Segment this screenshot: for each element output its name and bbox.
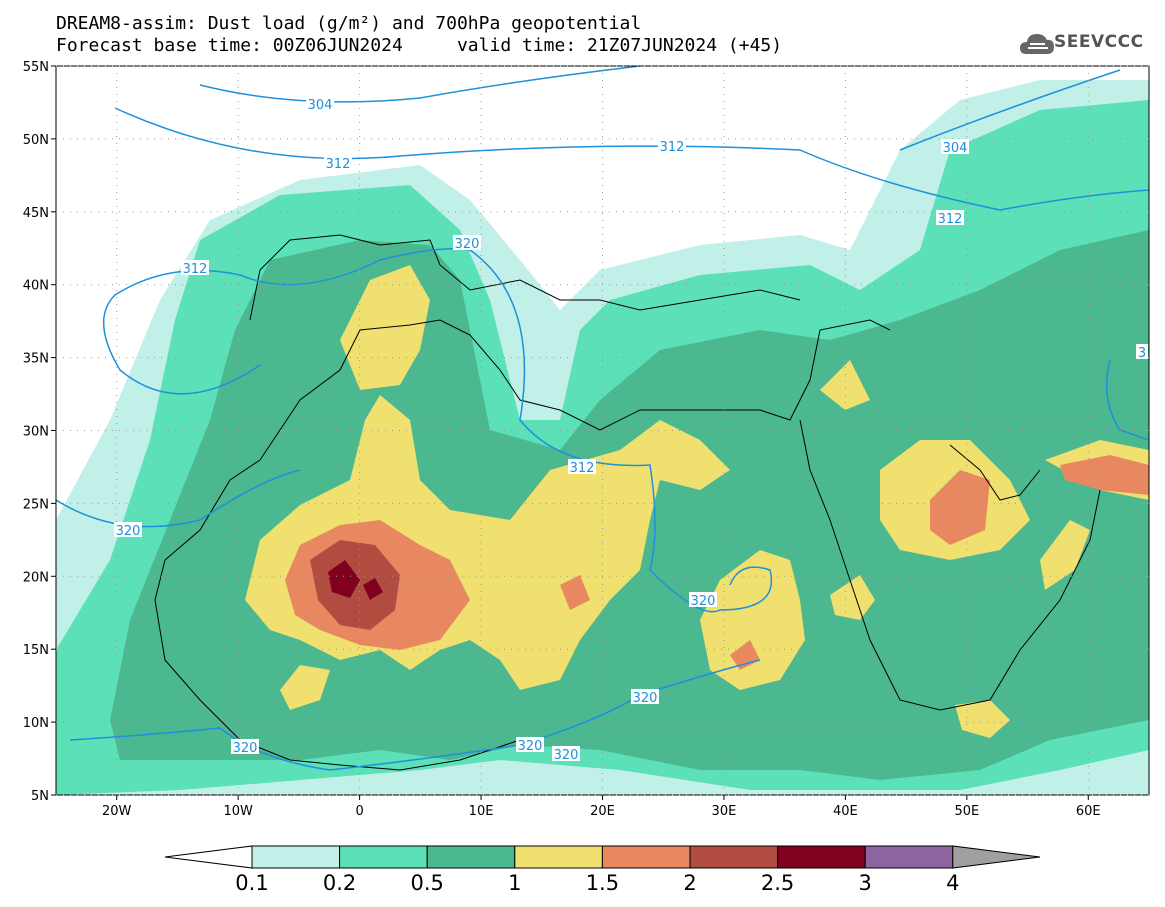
contour-label: 320	[554, 748, 579, 763]
legend-swatch	[777, 845, 866, 869]
contour-label-bg	[114, 522, 142, 537]
contour-label: 320	[518, 739, 543, 754]
contour-label: 320	[116, 524, 141, 539]
contour-label: 312	[660, 140, 685, 155]
legend-colorbar: 0.1 0.2 0.5 1 1.5 2 2.5 3 4	[164, 845, 1041, 895]
contour-label-group: 304 312 312 304 312 320 312 320 320 320 320 320 320 3…	[114, 96, 1148, 763]
legend-swatch	[689, 845, 779, 869]
contour-label: 312	[938, 212, 963, 227]
contour-label-bg	[689, 592, 717, 607]
contour-label: 320	[233, 741, 258, 756]
lat-tick-label: 10N	[23, 716, 49, 731]
coastlines	[154, 234, 1101, 771]
contour-label-bg	[936, 210, 964, 225]
legend-swatch	[251, 845, 341, 869]
contour-label-bg	[658, 138, 686, 153]
contour-label-bg	[453, 235, 481, 250]
lon-tick-label: 50E	[954, 804, 979, 819]
lon-tick-label: 40E	[833, 804, 858, 819]
legend-under-arrow	[164, 845, 253, 869]
contour-label-bg	[324, 155, 352, 170]
map-title: DREAM8-assim: Dust load (g/m²) and 700hP…	[56, 13, 642, 34]
legend-over-arrow	[952, 845, 1041, 869]
contour-label-bg	[941, 139, 969, 154]
logo-text: SEEVCCC	[1054, 32, 1144, 52]
contour-label-bg	[516, 737, 544, 752]
contour-label: 304	[943, 141, 968, 156]
contour-label: 312	[326, 157, 351, 172]
lat-tick-label: 35N	[23, 352, 49, 367]
lat-tick-label: 20N	[23, 570, 49, 585]
lon-tick-label: 60E	[1076, 804, 1101, 819]
lon-tick-label: 0	[355, 804, 363, 819]
legend-label: 1	[508, 871, 521, 895]
legend-label: 1.5	[586, 871, 619, 895]
lat-tick-label: 45N	[23, 206, 49, 221]
cloud-logo-icon	[1020, 34, 1054, 54]
lat-tick-label: 40N	[23, 279, 49, 294]
lon-tick-label: 20W	[102, 804, 132, 819]
lon-tick-label: 10E	[469, 804, 494, 819]
contour-label: 312	[570, 461, 595, 476]
legend-label: 0.2	[323, 871, 356, 895]
lat-tick-label: 25N	[23, 497, 49, 512]
legend-swatch	[426, 845, 516, 869]
contour-label-bg	[1136, 344, 1148, 359]
longitude-axis: 20W 10W 0 10E 20E 30E 40E 50E 60E	[102, 66, 1101, 819]
lat-tick-label: 5N	[31, 789, 49, 804]
contour-label: 304	[308, 98, 333, 113]
contour-label-bg	[568, 459, 596, 474]
contour-label-bg	[306, 96, 334, 111]
lat-tick-label: 55N	[23, 60, 49, 75]
legend-label: 0.1	[235, 871, 268, 895]
contour-label: 3	[1138, 346, 1146, 361]
legend-swatch	[514, 845, 603, 869]
legend-swatch	[339, 845, 428, 869]
contour-label-bg	[631, 689, 659, 704]
legend-label: 2	[683, 871, 696, 895]
lat-tick-label: 30N	[23, 425, 49, 440]
lon-tick-label: 30E	[712, 804, 737, 819]
contour-label-bg	[552, 746, 580, 761]
legend-swatch	[601, 845, 691, 869]
map-subtitle: Forecast base time: 00Z06JUN2024 valid t…	[56, 35, 783, 56]
contour-label: 312	[183, 262, 208, 277]
contour-label: 320	[633, 691, 658, 706]
lon-tick-label: 20E	[590, 804, 615, 819]
lon-tick-label: 10W	[223, 804, 253, 819]
geopotential-contours	[56, 66, 1149, 771]
contour-label-bg	[231, 739, 259, 754]
legend-label: 0.5	[410, 871, 443, 895]
contour-label: 320	[691, 594, 716, 609]
legend-label: 2.5	[761, 871, 794, 895]
contour-label-bg	[181, 260, 209, 275]
contour-label: 320	[455, 237, 480, 252]
lat-tick-label: 50N	[23, 133, 49, 148]
legend-label: 3	[859, 871, 872, 895]
legend-swatch	[864, 845, 954, 869]
legend-label: 4	[946, 871, 959, 895]
lat-tick-label: 15N	[23, 643, 49, 658]
